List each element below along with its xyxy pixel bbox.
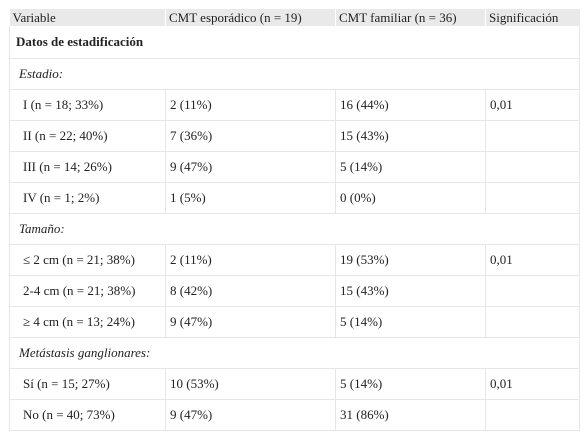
table-row: III (n = 14; 26%) 9 (47%) 5 (14%): [9, 151, 580, 183]
section-title: Datos de estadificación: [9, 26, 580, 59]
cell-esporadico: 9 (47%): [165, 151, 336, 183]
table-header: Variable CMT esporádico (n = 19) CMT fam…: [9, 9, 580, 26]
cell-familiar: 19 (53%): [335, 244, 486, 276]
header-variable: Variable: [9, 9, 166, 26]
section-row: Datos de estadificación: [9, 26, 580, 59]
header-cmt-esporadico: CMT esporádico (n = 19): [165, 9, 336, 26]
table-row: ≥ 4 cm (n = 13; 24%) 9 (47%) 5 (14%): [9, 306, 580, 338]
cell-significacion: 0,01: [485, 244, 580, 276]
cell-significacion: [485, 120, 580, 152]
table-row: Sí (n = 15; 27%) 10 (53%) 5 (14%) 0,01: [9, 368, 580, 400]
row-label: IV (n = 1; 2%): [9, 182, 166, 214]
table-row: II (n = 22; 40%) 7 (36%) 15 (43%): [9, 120, 580, 152]
header-row: Variable CMT esporádico (n = 19) CMT fam…: [9, 9, 580, 26]
row-label: ≥ 4 cm (n = 13; 24%): [9, 306, 166, 338]
row-label: Sí (n = 15; 27%): [9, 368, 166, 400]
cell-significacion: 0,01: [485, 89, 580, 121]
staging-table: Variable CMT esporádico (n = 19) CMT fam…: [9, 9, 580, 431]
cell-significacion: [485, 275, 580, 307]
cell-familiar: 16 (44%): [335, 89, 486, 121]
group-header-row: Tamaño:: [9, 213, 580, 245]
cell-esporadico: 2 (11%): [165, 89, 336, 121]
cell-esporadico: 8 (42%): [165, 275, 336, 307]
group-header-row: Metástasis ganglionares:: [9, 337, 580, 369]
staging-table-container: Variable CMT esporádico (n = 19) CMT fam…: [9, 9, 580, 431]
table-row: IV (n = 1; 2%) 1 (5%) 0 (0%): [9, 182, 580, 214]
cell-significacion: [485, 306, 580, 338]
cell-familiar: 15 (43%): [335, 120, 486, 152]
cell-esporadico: 2 (11%): [165, 244, 336, 276]
cell-familiar: 31 (86%): [335, 399, 486, 431]
cell-significacion: 0,01: [485, 368, 580, 400]
table-row: ≤ 2 cm (n = 21; 38%) 2 (11%) 19 (53%) 0,…: [9, 244, 580, 276]
cell-esporadico: 10 (53%): [165, 368, 336, 400]
row-label: I (n = 18; 33%): [9, 89, 166, 121]
group-title-tamano: Tamaño:: [9, 213, 580, 245]
row-label: 2-4 cm (n = 21; 38%): [9, 275, 166, 307]
header-cmt-familiar: CMT familiar (n = 36): [335, 9, 486, 26]
cell-esporadico: 7 (36%): [165, 120, 336, 152]
cell-esporadico: 9 (47%): [165, 399, 336, 431]
cell-significacion: [485, 182, 580, 214]
cell-esporadico: 9 (47%): [165, 306, 336, 338]
row-label: III (n = 14; 26%): [9, 151, 166, 183]
cell-familiar: 0 (0%): [335, 182, 486, 214]
cell-esporadico: 1 (5%): [165, 182, 336, 214]
table-body: Datos de estadificación Estadio: I (n = …: [9, 26, 580, 431]
cell-significacion: [485, 151, 580, 183]
group-title-estadio: Estadio:: [9, 58, 580, 90]
cell-familiar: 5 (14%): [335, 368, 486, 400]
group-title-metastasis: Metástasis ganglionares:: [9, 337, 580, 369]
row-label: II (n = 22; 40%): [9, 120, 166, 152]
group-header-row: Estadio:: [9, 58, 580, 90]
row-label: No (n = 40; 73%): [9, 399, 166, 431]
cell-familiar: 5 (14%): [335, 151, 486, 183]
cell-familiar: 15 (43%): [335, 275, 486, 307]
cell-familiar: 5 (14%): [335, 306, 486, 338]
header-significacion: Significación: [485, 9, 580, 26]
cell-significacion: [485, 399, 580, 431]
row-label: ≤ 2 cm (n = 21; 38%): [9, 244, 166, 276]
table-row: 2-4 cm (n = 21; 38%) 8 (42%) 15 (43%): [9, 275, 580, 307]
table-row: I (n = 18; 33%) 2 (11%) 16 (44%) 0,01: [9, 89, 580, 121]
table-row: No (n = 40; 73%) 9 (47%) 31 (86%): [9, 399, 580, 431]
